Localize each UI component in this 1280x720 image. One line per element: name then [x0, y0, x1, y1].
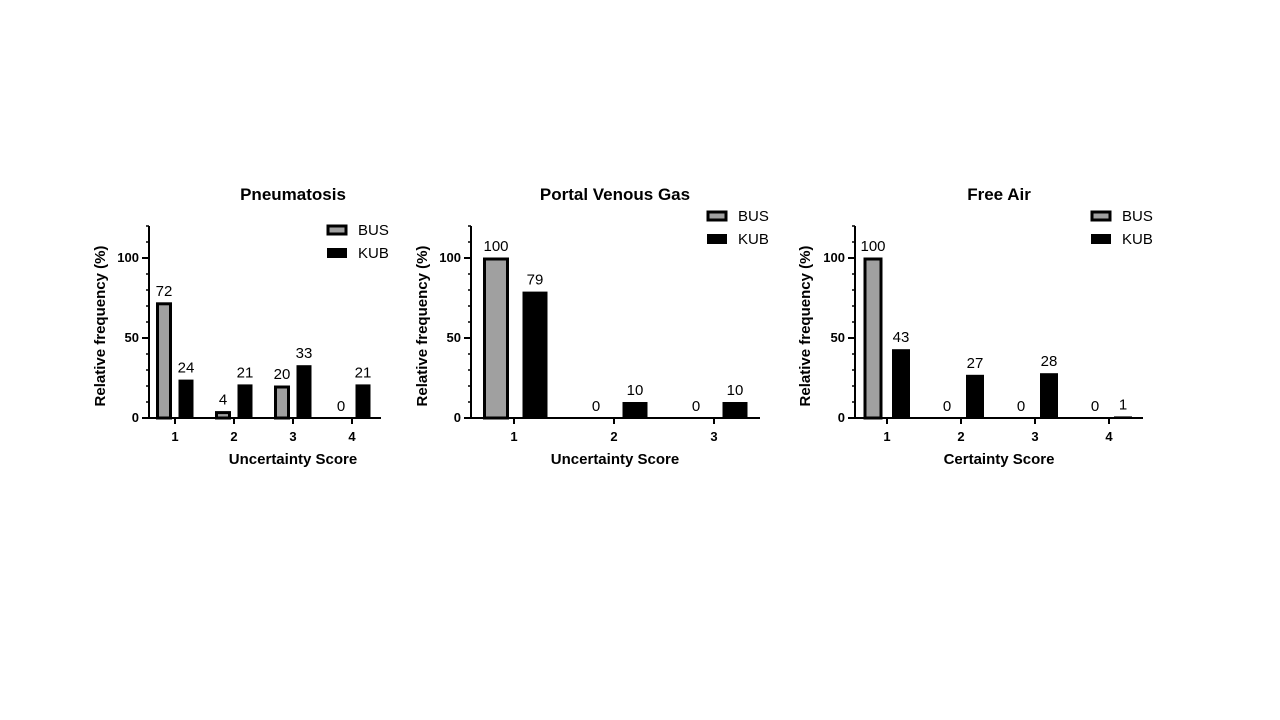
legend-swatch-bus — [1090, 210, 1112, 222]
bar-kub — [296, 365, 312, 418]
x-tick-label: 1 — [171, 429, 178, 444]
bar-kub — [178, 379, 194, 418]
bar-bus — [156, 302, 172, 420]
data-label: 20 — [274, 366, 291, 383]
legend-swatch-bus — [326, 224, 348, 236]
y-tick-label: 0 — [454, 410, 461, 425]
data-label: 10 — [727, 382, 744, 399]
bar-kub — [1040, 373, 1058, 418]
data-label: 4 — [219, 392, 227, 409]
data-label: 79 — [527, 272, 544, 289]
x-tick-label: 1 — [510, 429, 517, 444]
legend-swatch-kub — [707, 234, 727, 244]
bar-kub — [892, 349, 910, 418]
y-axis-title: Relative frequency (%) — [797, 246, 814, 407]
legend-label-bus: BUS — [1122, 208, 1153, 225]
data-label: 1 — [1119, 396, 1127, 413]
y-axis-title: Relative frequency (%) — [414, 246, 431, 407]
data-label: 24 — [178, 360, 195, 377]
chart-panel-1: Pneumatosis 0 50 100 Relative frequency (%) 1… — [92, 185, 389, 468]
x-tick-label: 2 — [230, 429, 237, 444]
x-axis-title: Uncertainty Score — [551, 451, 679, 468]
y-tick-label: 50 — [125, 330, 139, 345]
legend-label-kub: KUB — [1122, 231, 1153, 248]
y-tick-label: 0 — [838, 410, 845, 425]
data-label: 0 — [943, 398, 951, 415]
legend-label-bus: BUS — [738, 208, 769, 225]
y-tick-label: 100 — [823, 250, 845, 265]
bar-kub — [622, 402, 648, 418]
x-tick-label: 2 — [957, 429, 964, 444]
y-tick-label: 100 — [439, 250, 461, 265]
data-label: 33 — [296, 345, 313, 362]
legend-label-kub: KUB — [738, 231, 769, 248]
data-label: 43 — [893, 329, 910, 346]
bar-kub — [355, 384, 371, 418]
x-axis-title: Uncertainty Score — [229, 451, 357, 468]
x-tick-label: 2 — [610, 429, 617, 444]
legend-swatch-kub — [1091, 234, 1111, 244]
y-axis-title: Relative frequency (%) — [92, 246, 109, 407]
bar-kub — [966, 374, 984, 418]
data-label: 0 — [692, 398, 700, 415]
y-tick-label: 0 — [132, 410, 139, 425]
y-tick-label: 100 — [117, 250, 139, 265]
x-tick-label: 3 — [1031, 429, 1038, 444]
bar-bus — [863, 257, 883, 420]
data-label: 100 — [860, 238, 885, 255]
data-label: 28 — [1041, 353, 1058, 370]
data-label: 21 — [237, 364, 254, 381]
bar-kub — [1114, 416, 1132, 418]
legend-label-bus: BUS — [358, 222, 389, 239]
x-tick-label: 3 — [289, 429, 296, 444]
bar-kub — [522, 291, 548, 418]
bar-bus — [274, 385, 290, 420]
chart-title: Portal Venous Gas — [540, 185, 690, 204]
bar-bus — [215, 411, 231, 420]
y-tick-label: 50 — [447, 330, 461, 345]
data-label: 0 — [1091, 398, 1099, 415]
chart-title: Free Air — [967, 185, 1031, 204]
legend-label-kub: KUB — [358, 245, 389, 262]
data-label: 0 — [1017, 398, 1025, 415]
y-tick-label: 50 — [831, 330, 845, 345]
legend-swatch-kub — [327, 248, 347, 258]
x-tick-label: 3 — [710, 429, 717, 444]
data-label: 10 — [627, 382, 644, 399]
x-axis-title: Certainty Score — [944, 451, 1055, 468]
bar-kub — [722, 402, 748, 418]
data-label: 0 — [592, 398, 600, 415]
data-label: 100 — [483, 238, 508, 255]
x-tick-label: 4 — [348, 429, 356, 444]
data-label: 0 — [337, 398, 345, 415]
legend-swatch-bus — [706, 210, 728, 222]
x-tick-label: 1 — [883, 429, 890, 444]
bar-bus — [483, 257, 509, 420]
data-label: 27 — [967, 355, 984, 372]
data-label: 21 — [355, 364, 372, 381]
bar-kub — [237, 384, 253, 418]
data-label: 72 — [156, 283, 173, 300]
chart-title: Pneumatosis — [240, 185, 346, 204]
x-tick-label: 4 — [1105, 429, 1113, 444]
